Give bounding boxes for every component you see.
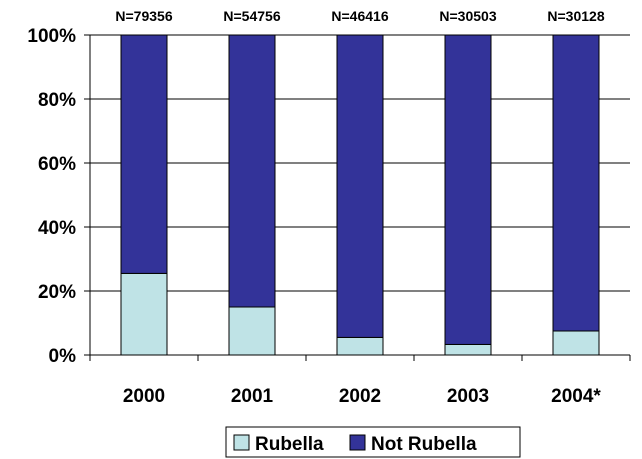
y-tick-label: 60%: [38, 154, 76, 175]
legend-box: [225, 426, 521, 458]
legend-swatch: [233, 434, 250, 451]
legend-swatch: [349, 434, 366, 451]
x-tick-label: 2001: [231, 386, 274, 407]
bar-not-rubella: [336, 34, 384, 338]
axes: [84, 34, 631, 361]
sample-size-label: N=54756: [223, 8, 280, 24]
sample-size-label: N=46416: [331, 8, 388, 24]
y-tick-label: 80%: [38, 90, 76, 111]
x-tick-label: 2000: [123, 386, 165, 407]
bar-rubella: [336, 336, 384, 356]
y-tick-label: 0%: [49, 346, 77, 367]
legend-label: Rubella: [255, 434, 324, 455]
x-tick-labels: 2000 2001 2002 2003 2004*: [123, 386, 602, 407]
bar-rubella: [552, 330, 600, 356]
bar-not-rubella: [444, 34, 492, 345]
y-tick-label: 100%: [27, 26, 76, 47]
sample-size-label: N=79356: [115, 8, 172, 24]
bar-rubella: [120, 272, 168, 356]
x-tick-label: 2004*: [551, 386, 601, 407]
y-tick-label: 20%: [38, 282, 76, 303]
x-tick-label: 2002: [339, 386, 381, 407]
bar-not-rubella: [120, 34, 168, 274]
legend-label: Not Rubella: [371, 434, 477, 455]
bars: [120, 34, 600, 356]
legend: Rubella Not Rubella: [225, 426, 521, 458]
y-tick-label: 40%: [38, 218, 76, 239]
y-tick-labels: 0% 20% 40% 60% 80% 100%: [27, 26, 76, 367]
sample-size-labels: N=79356 N=54756 N=46416 N=30503 N=30128: [115, 8, 604, 24]
bar-rubella: [444, 343, 492, 356]
x-tick-label: 2003: [447, 386, 489, 407]
bar-rubella: [228, 306, 276, 356]
bar-not-rubella: [228, 34, 276, 308]
sample-size-label: N=30128: [547, 8, 604, 24]
sample-size-label: N=30503: [439, 8, 496, 24]
bar-not-rubella: [552, 34, 600, 332]
